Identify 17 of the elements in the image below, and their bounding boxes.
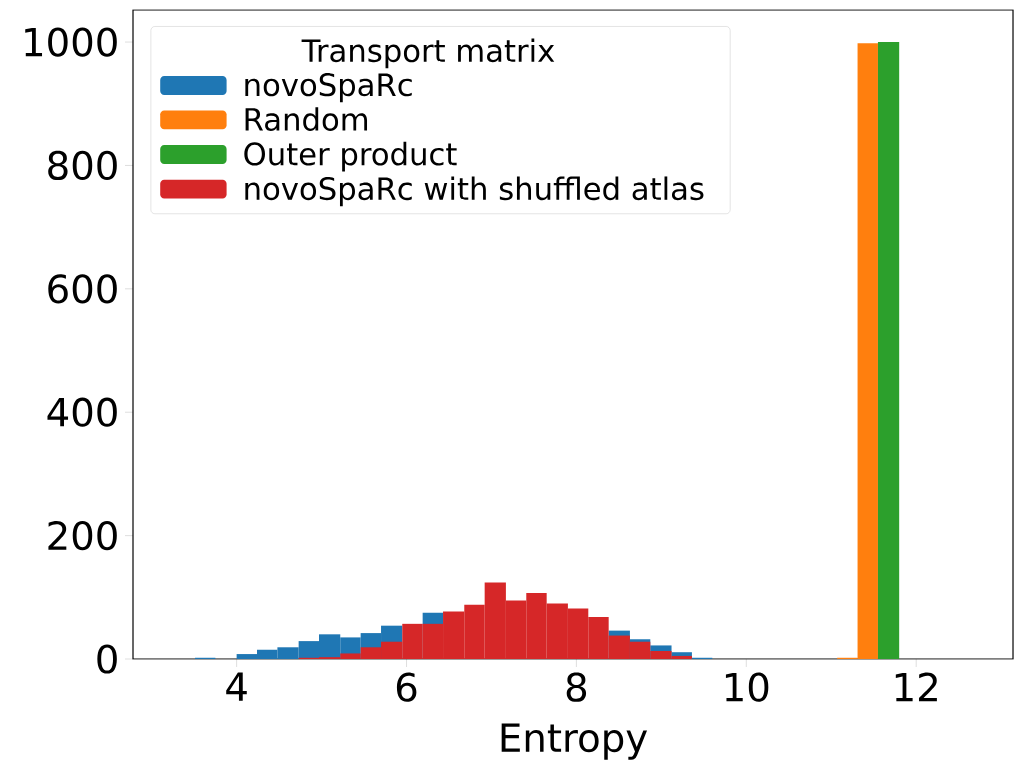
legend-label: novoSpaRc bbox=[245, 73, 412, 103]
x-tick-label: 4 bbox=[226, 672, 247, 701]
legend-label: Outer product bbox=[244, 141, 457, 172]
legend-title: Transport matrix bbox=[301, 38, 555, 69]
y-tick-label: 0 bbox=[97, 644, 117, 674]
x-tick-label: 6 bbox=[396, 672, 417, 702]
y-tick-label: 400 bbox=[47, 397, 117, 427]
legend-label: novoSpaRc with shuffled atlas bbox=[245, 176, 704, 207]
y-tick-label: 200 bbox=[48, 521, 117, 551]
y-tick-label: 1000 bbox=[25, 27, 117, 57]
x-tick-label: 10 bbox=[725, 672, 769, 702]
x-axis-title: Entropy bbox=[501, 723, 648, 760]
y-tick-label: 600 bbox=[48, 274, 117, 304]
legend-label: Random bbox=[245, 107, 368, 131]
x-tick-label: 8 bbox=[566, 672, 587, 702]
y-tick-label: 800 bbox=[48, 150, 117, 181]
x-tick-label: 12 bbox=[895, 672, 937, 702]
